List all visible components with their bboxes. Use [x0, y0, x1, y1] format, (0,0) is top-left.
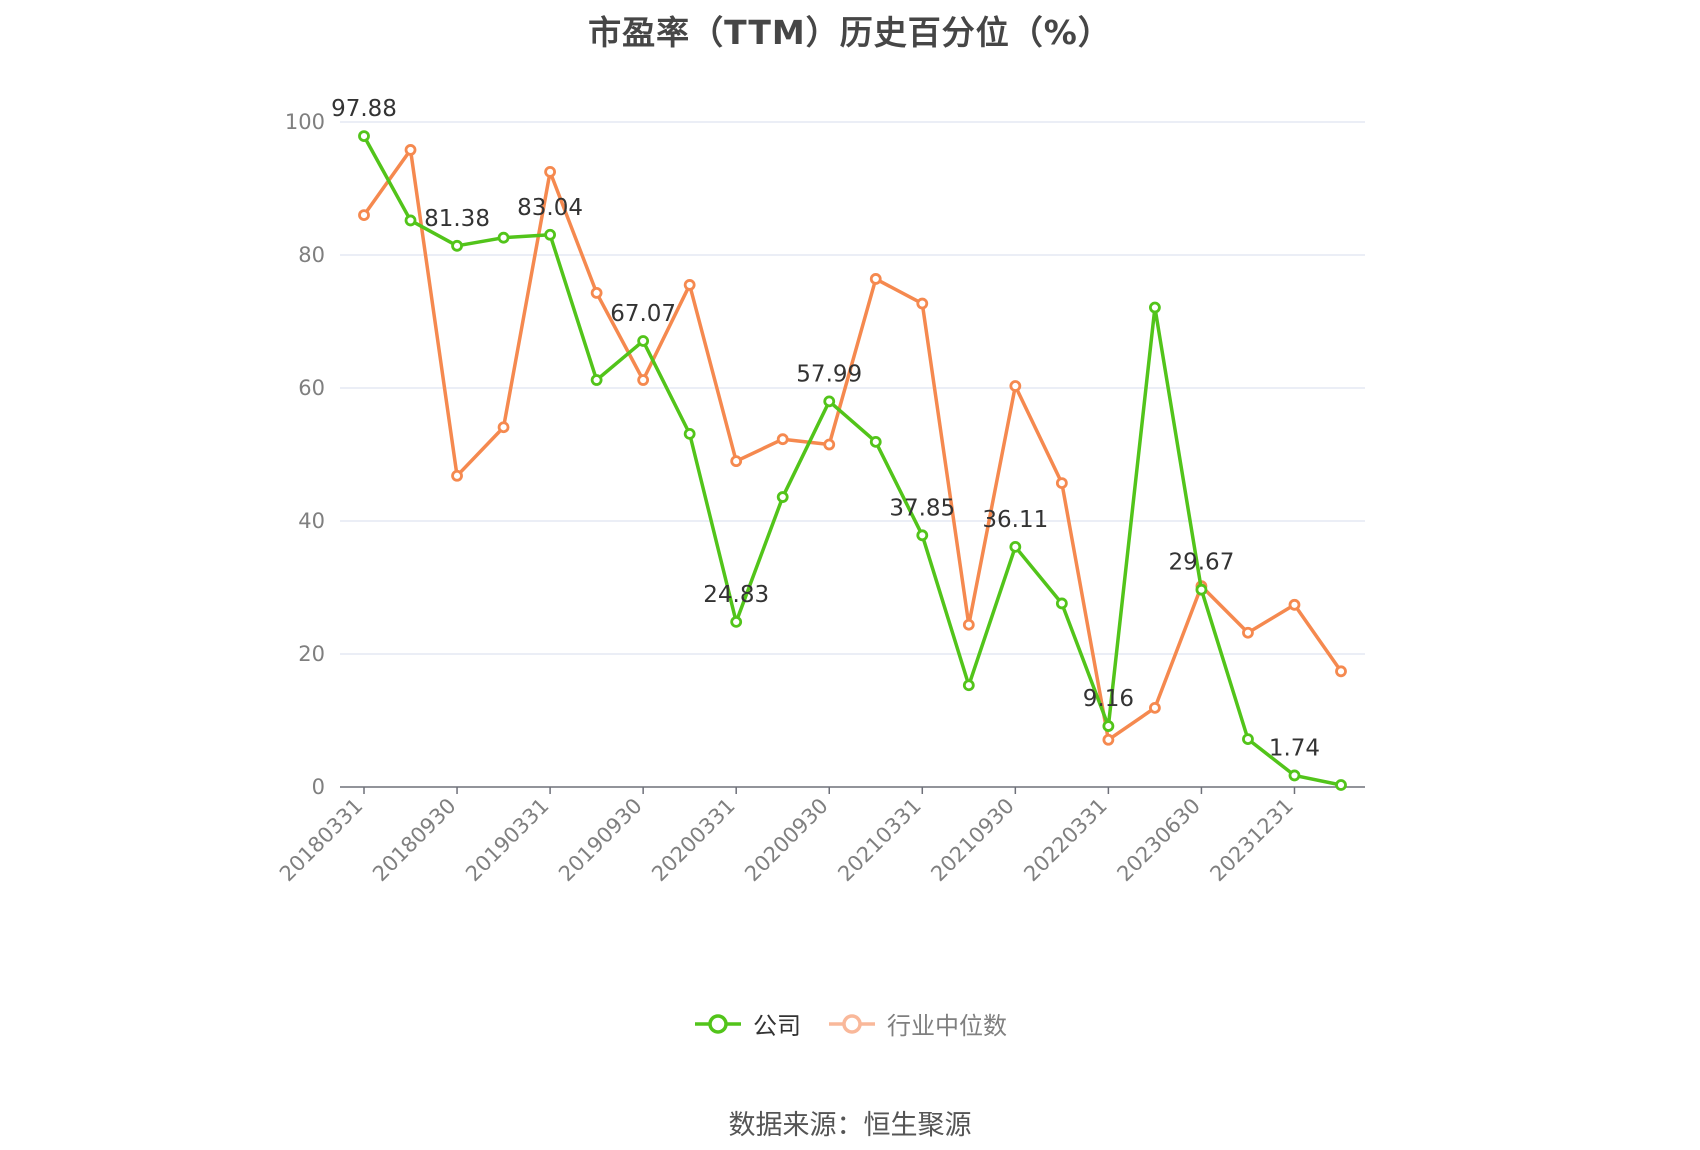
industry-data-point [1288, 598, 1301, 611]
company-data-point [1242, 733, 1254, 746]
company-data-point [776, 491, 789, 503]
x-tick-label: 20180331 [275, 794, 368, 887]
company-data-point [1288, 769, 1301, 782]
legend-company-line-icon [695, 1013, 741, 1034]
x-tick-label: 20200930 [740, 794, 833, 887]
industry-data-point [823, 438, 836, 451]
legend-industry-line-icon [829, 1013, 875, 1034]
industry-data-point [1149, 701, 1161, 714]
industry-data-point [1335, 665, 1347, 678]
industry-data-point [1242, 626, 1254, 639]
company-data-point [730, 615, 743, 628]
industry-data-point [544, 165, 556, 178]
source-note: 数据来源：恒生聚源 [728, 1110, 972, 1141]
industry-data-point [451, 469, 463, 482]
company-data-point [683, 427, 696, 440]
industry-data-point [869, 273, 882, 285]
industry-data-point [404, 144, 417, 156]
x-tick-label: 20231231 [1205, 794, 1298, 887]
legend-industry-label: 行业中位数 [887, 1012, 1007, 1040]
x-tick-label: 20210930 [926, 794, 1019, 887]
company-data-label: 24.83 [703, 582, 769, 608]
company-data-label: 9.16 [1083, 686, 1134, 712]
company-data-point [1195, 583, 1208, 596]
industry-data-point [358, 209, 370, 222]
y-tick-label: 80 [298, 243, 325, 267]
x-tick-label: 20210331 [833, 794, 926, 887]
company-data-point [1009, 540, 1022, 553]
industry-data-point [1102, 733, 1115, 746]
industry-data-point [590, 287, 603, 299]
company-data-point [358, 130, 370, 142]
company-data-label: 29.67 [1168, 550, 1234, 576]
y-tick-label: 20 [298, 642, 325, 666]
company-data-label: 57.99 [796, 361, 862, 387]
company-series-line [362, 135, 1342, 787]
company-data-label: 1.74 [1269, 735, 1320, 761]
x-tick-label: 20220331 [1019, 794, 1112, 887]
industry-data-point [730, 455, 743, 468]
industry-data-point [637, 374, 650, 386]
industry-series-line [362, 148, 1343, 742]
y-tick-label: 0 [312, 775, 325, 799]
legend-item-industry[interactable]: 行业中位数 [827, 1006, 1007, 1041]
company-data-point [1055, 597, 1068, 610]
x-tick-label: 20190930 [554, 794, 647, 887]
industry-data-point [916, 297, 929, 310]
legend: 公司 行业中位数 [0, 1006, 1700, 1041]
company-data-point [590, 374, 603, 386]
x-tick-label: 20200331 [647, 794, 740, 887]
company-data-label: 36.11 [982, 507, 1048, 533]
legend-item-company[interactable]: 公司 [693, 1006, 801, 1041]
industry-data-point [962, 618, 975, 631]
legend-company-label: 公司 [753, 1012, 801, 1040]
company-data-point [962, 679, 975, 692]
company-data-label: 37.85 [889, 495, 955, 521]
industry-data-point [683, 279, 696, 291]
industry-data-point [1009, 380, 1022, 392]
company-data-point [404, 214, 417, 227]
company-data-point [1335, 779, 1347, 791]
x-tick-label: 20230630 [1112, 794, 1205, 887]
line-chart: 0 20 40 60 80 100 20180331 20180930 20190331 2019… [275, 96, 1365, 887]
company-data-point [451, 239, 463, 252]
x-tick-label: 20180930 [368, 794, 461, 887]
company-data-point [637, 335, 650, 347]
company-data-point [544, 228, 556, 241]
data-labels: 97.88 81.38 83.04 67.07 24.83 57.99 37.85 36.11… [331, 96, 1320, 761]
x-tick-label: 20190331 [461, 794, 554, 887]
series-lines [358, 130, 1347, 791]
company-data-point [1149, 301, 1161, 314]
company-data-label: 97.88 [331, 96, 397, 122]
y-tick-label: 40 [298, 509, 325, 533]
company-data-label: 67.07 [610, 301, 676, 327]
y-tick-label: 100 [285, 110, 325, 134]
y-tick-label: 60 [298, 376, 325, 400]
chart-title: 市盈率（TTM）历史百分位（%） [588, 13, 1112, 52]
company-data-point [1102, 720, 1115, 732]
company-data-point [497, 231, 510, 244]
industry-data-point [776, 433, 789, 446]
industry-data-point [497, 421, 510, 434]
company-data-label: 81.38 [424, 206, 490, 232]
company-data-point [916, 529, 929, 542]
company-data-point [869, 435, 882, 448]
company-data-point [823, 395, 836, 408]
company-data-label: 83.04 [517, 195, 583, 221]
industry-data-point [1055, 477, 1068, 489]
